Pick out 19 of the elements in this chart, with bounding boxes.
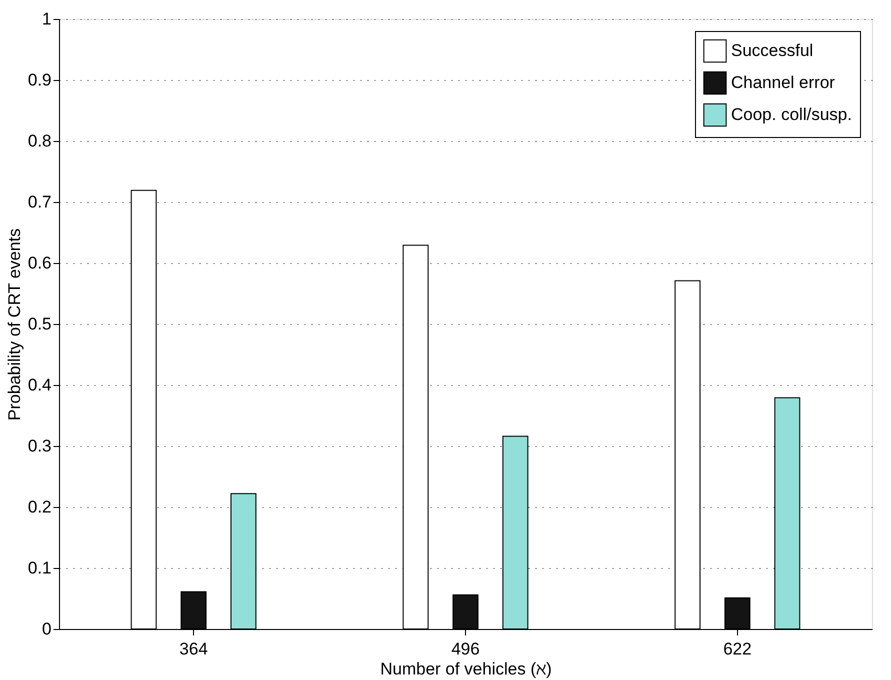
x-tick-label: 496 (451, 640, 480, 658)
y-tick-label: 0.9 (28, 70, 52, 90)
y-tick-label: 0.4 (28, 376, 52, 394)
y-tick-label: 0.8 (28, 132, 52, 150)
y-tick-label: 0.3 (28, 436, 52, 456)
legend-label: Channel error (731, 73, 836, 92)
x-tick-label: 622 (723, 640, 752, 658)
x-tick-label: 364 (179, 640, 208, 658)
y-tick-label: 0 (42, 620, 52, 638)
x-axis-title: Number of vehicles (ℵ) (380, 660, 552, 678)
legend-label: Successful (731, 41, 814, 60)
y-tick-label: 0.1 (28, 558, 52, 578)
y-tick-label: 0.5 (28, 314, 52, 334)
y-tick-label: 0.2 (28, 498, 52, 516)
y-tick-label: 1 (42, 10, 52, 28)
y-tick-label: 0.6 (28, 254, 52, 272)
y-axis-title: Probability of CRT events (4, 228, 24, 421)
legend-label: Coop. coll/susp. (731, 105, 852, 124)
y-tick-label: 0.7 (28, 192, 52, 212)
